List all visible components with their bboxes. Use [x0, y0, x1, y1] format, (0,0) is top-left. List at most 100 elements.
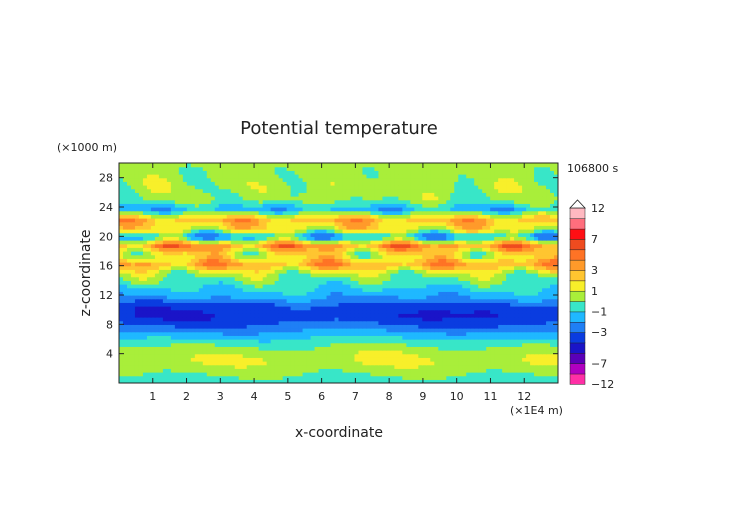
heatmap-cell: [254, 258, 260, 263]
heatmap-cell: [450, 368, 455, 373]
heatmap-cell: [542, 262, 547, 267]
heatmap-cell: [510, 331, 515, 336]
heatmap-cell: [266, 262, 272, 267]
heatmap-cell: [294, 368, 300, 373]
heatmap-cell: [254, 357, 260, 362]
heatmap-cell: [246, 379, 252, 383]
heatmap-cell: [362, 368, 368, 373]
heatmap-cell: [506, 375, 511, 380]
heatmap-cell: [462, 247, 467, 252]
heatmap-cell: [214, 328, 220, 333]
heatmap-cell: [274, 240, 280, 245]
heatmap-cell: [318, 364, 324, 369]
heatmap-cell: [290, 269, 296, 274]
heatmap-cell: [422, 361, 427, 366]
heatmap-cell: [526, 342, 531, 347]
heatmap-cell: [178, 350, 184, 355]
heatmap-cell: [490, 306, 495, 311]
heatmap-cell: [302, 232, 308, 237]
heatmap-cell: [482, 357, 487, 362]
heatmap-cell: [174, 324, 180, 329]
heatmap-cell: [182, 350, 188, 355]
heatmap-cell: [438, 353, 443, 358]
heatmap-cell: [154, 254, 160, 259]
heatmap-cell: [162, 357, 168, 362]
heatmap-cell: [430, 276, 435, 281]
heatmap-cell: [338, 232, 344, 237]
heatmap-cell: [186, 346, 192, 351]
heatmap-cell: [438, 273, 443, 278]
heatmap-cell: [282, 298, 288, 303]
heatmap-cell: [510, 317, 515, 322]
heatmap-cell: [446, 317, 451, 322]
heatmap-cell: [202, 372, 208, 377]
heatmap-cell: [246, 273, 252, 278]
heatmap-cell: [482, 350, 487, 355]
heatmap-cell: [190, 287, 196, 292]
heatmap-cell: [274, 375, 280, 380]
heatmap-cell: [210, 372, 216, 377]
heatmap-cell: [206, 291, 212, 296]
heatmap-cell: [194, 306, 200, 311]
heatmap-cell: [434, 258, 439, 263]
heatmap-cell: [166, 218, 172, 223]
heatmap-cell: [234, 273, 240, 278]
heatmap-cell: [138, 258, 144, 263]
heatmap-cell: [510, 240, 515, 245]
heatmap-cell: [194, 273, 200, 278]
heatmap-cell: [474, 236, 479, 241]
heatmap-cell: [438, 346, 443, 351]
heatmap-cell: [518, 273, 523, 278]
heatmap-cell: [438, 225, 443, 230]
heatmap-cell: [154, 335, 160, 340]
heatmap-cell: [254, 280, 260, 285]
heatmap-cell: [370, 225, 376, 230]
heatmap-cell: [130, 346, 136, 351]
heatmap-cell: [166, 265, 172, 270]
heatmap-cell: [470, 335, 475, 340]
heatmap-cell: [250, 331, 256, 336]
heatmap-cell: [206, 350, 212, 355]
heatmap-cell: [250, 225, 256, 230]
heatmap-cell: [390, 346, 395, 351]
heatmap-cell: [238, 379, 244, 383]
heatmap-cell: [410, 317, 415, 322]
heatmap-cell: [230, 302, 236, 307]
heatmap-cell: [438, 306, 443, 311]
heatmap-cell: [130, 225, 136, 230]
heatmap-cell: [394, 331, 399, 336]
heatmap-cell: [522, 368, 527, 373]
heatmap-cell: [318, 232, 324, 237]
heatmap-cell: [146, 364, 152, 369]
heatmap-cell: [346, 302, 352, 307]
heatmap-cell: [270, 229, 276, 234]
heatmap-cell: [250, 221, 256, 226]
heatmap-cell: [206, 320, 212, 325]
heatmap-cell: [154, 357, 160, 362]
heatmap-cell: [270, 375, 276, 380]
heatmap-cell: [286, 302, 292, 307]
heatmap-cell: [134, 324, 140, 329]
heatmap-cell: [502, 287, 507, 292]
heatmap-cell: [150, 313, 156, 318]
heatmap-cell: [214, 240, 220, 245]
heatmap-cell: [366, 229, 372, 234]
heatmap-cell: [470, 295, 475, 300]
heatmap-cell: [166, 361, 172, 366]
heatmap-cell: [170, 236, 176, 241]
heatmap-cell: [202, 273, 208, 278]
heatmap-cell: [414, 342, 419, 347]
heatmap-cell: [450, 232, 455, 237]
heatmap-cell: [178, 269, 184, 274]
heatmap-cell: [358, 309, 364, 314]
heatmap-cell: [410, 247, 415, 252]
heatmap-cell: [130, 218, 136, 223]
heatmap-cell: [406, 379, 411, 383]
heatmap-cell: [254, 306, 260, 311]
heatmap-cell: [214, 221, 220, 226]
heatmap-cell: [154, 317, 160, 322]
heatmap-cell: [326, 350, 332, 355]
heatmap-cell: [282, 236, 288, 241]
heatmap-cell: [122, 309, 128, 314]
heatmap-cell: [430, 328, 435, 333]
